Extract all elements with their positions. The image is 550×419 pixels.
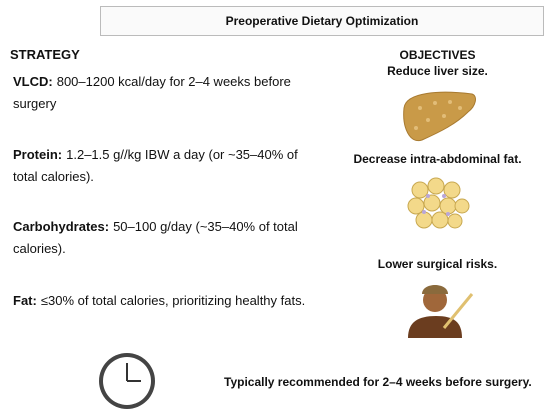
footer-text: Typically recommended for 2–4 weeks befo…: [224, 375, 532, 389]
item-text: 1.2–1.5 g//kg IBW a day (or ~35–40% of t…: [13, 147, 298, 184]
item-text: ≤30% of total calories, prioritizing hea…: [40, 293, 306, 308]
item-label: VLCD:: [13, 74, 53, 89]
title: Preoperative Dietary Optimization: [100, 6, 544, 36]
strategy-item: Carbohydrates: 50–100 g/day (~35–40% of t…: [13, 216, 313, 260]
objectives-heading: OBJECTIVES: [399, 48, 476, 62]
strategy-item: Protein: 1.2–1.5 g//kg IBW a day (or ~35–…: [13, 144, 313, 188]
objective: Lower surgical risks.: [377, 257, 498, 271]
item-text: 800–1200 kcal/day for 2–4 weeks before s…: [13, 74, 291, 111]
strategy-heading: STRATEGY: [10, 47, 80, 62]
item-label: Carbohydrates:: [13, 219, 110, 234]
item-label: Fat:: [13, 293, 37, 308]
strategy-item: Fat: ≤30% of total calories, prioritizing…: [13, 290, 313, 312]
fat-cells-icon: [407, 177, 470, 229]
clock-icon: [99, 353, 155, 409]
item-label: Protein:: [13, 147, 63, 162]
item-text: 50–100 g/day (~35–40% of total calories)…: [13, 219, 298, 256]
objective: Decrease intra-abdominal fat.: [353, 152, 522, 166]
liver-icon: [403, 91, 476, 142]
strategy-item: VLCD: 800–1200 kcal/day for 2–4 weeks bef…: [13, 71, 313, 115]
objective: Reduce liver size.: [387, 64, 488, 78]
surgeon-icon: [408, 285, 474, 338]
